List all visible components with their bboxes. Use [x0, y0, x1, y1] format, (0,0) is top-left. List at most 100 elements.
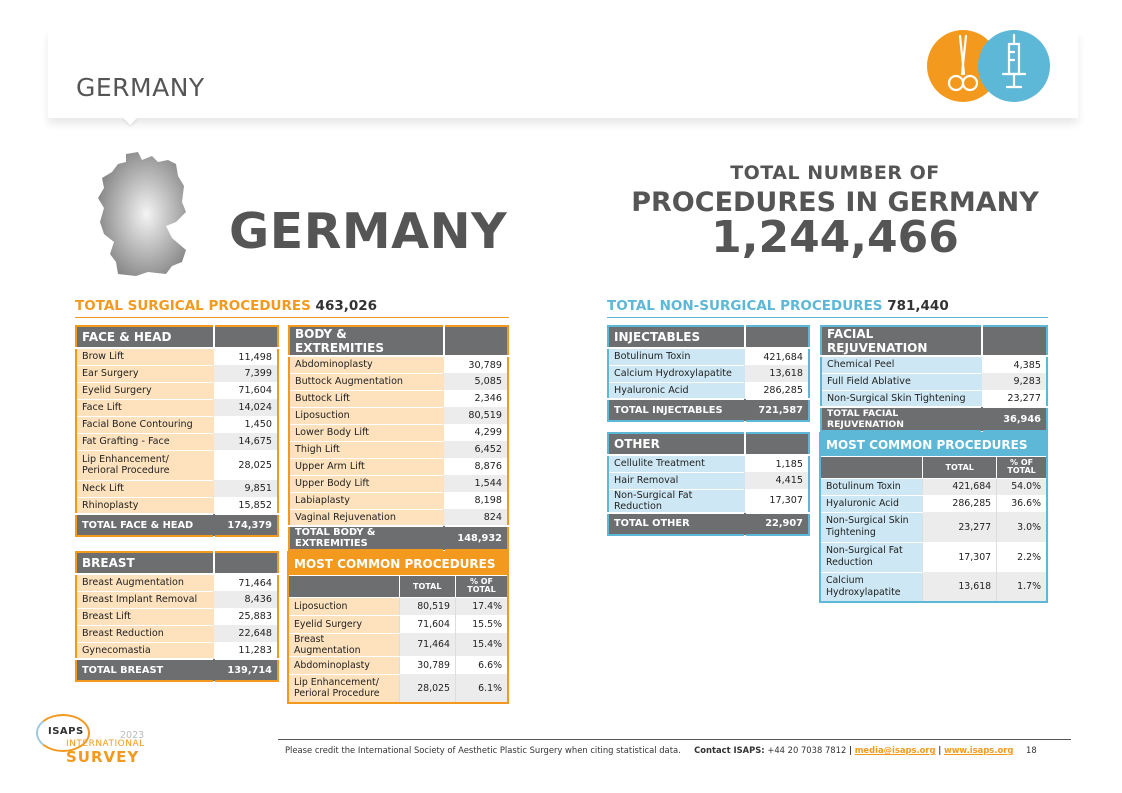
table-title: BREAST: [76, 552, 214, 575]
table-row-name: Gynecomastia: [76, 642, 214, 660]
table-title: BODY & EXTREMITIES: [289, 326, 444, 357]
totals-line-1: TOTAL NUMBER OF: [730, 162, 940, 184]
table-row-name: Abdominoplasty: [289, 356, 444, 374]
table-total-value: 148,932: [444, 525, 508, 550]
most-common-nonsurgical-table: MOST COMMON PROCEDURES TOTAL % OF TOTAL …: [819, 432, 1048, 603]
table-total-value: 721,587: [745, 398, 809, 421]
table-row-value: 71,604: [214, 382, 278, 399]
table-row-name: Hyaluronic Acid: [820, 495, 923, 513]
table-row-value: 25,883: [214, 608, 278, 625]
table-row-name: Buttock Lift: [289, 390, 444, 408]
table-row-pct: 6.6%: [455, 656, 508, 674]
table-row-name: Breast Augmentation: [76, 574, 214, 592]
footer-email-link[interactable]: media@isaps.org: [854, 745, 936, 755]
table-row-value: 28,025: [214, 450, 278, 480]
table-row-pct: 3.0%: [996, 512, 1047, 542]
table-row-name: Abdominoplasty: [288, 656, 399, 675]
nonsurgical-heading: TOTAL NON-SURGICAL PROCEDURES 781,440: [607, 298, 1048, 318]
other-table: OTHER Cellulite Treatment 1,185 Hair Remo…: [607, 432, 810, 536]
table-row-name: Breast Lift: [76, 608, 214, 626]
table-row-pct: 17.4%: [455, 597, 508, 615]
table-row-name: Rhinoplasty: [76, 497, 214, 515]
table-row-value: 9,851: [214, 480, 278, 497]
footer-site-link[interactable]: www.isaps.org: [943, 745, 1014, 755]
table-row-name: Brow Lift: [76, 348, 214, 366]
logo-international: INTERNATIONAL: [66, 739, 145, 749]
logo-circle-icon: [36, 714, 90, 752]
footer-contact-label: Contact ISAPS:: [694, 745, 765, 755]
table-row-name: Non-Surgical Skin Tightening: [820, 512, 923, 543]
table-title: FACIAL REJUVENATION: [821, 326, 983, 357]
table-row-value: 15,852: [214, 497, 278, 514]
table-row-name: Upper Arm Lift: [289, 458, 444, 476]
table-row-value: 23,277: [982, 390, 1047, 407]
logo-year: 2023: [120, 730, 145, 741]
table-row-value: 1,450: [214, 416, 278, 433]
table-row-value: 11,283: [214, 642, 278, 659]
surgical-heading-label: TOTAL SURGICAL PROCEDURES: [75, 298, 311, 314]
footer-divider: [278, 739, 1071, 740]
table-row-pct: 36.6%: [996, 495, 1047, 512]
table-row-name: Neck Lift: [76, 480, 214, 498]
table-total-label: TOTAL BODY & EXTREMITIES: [289, 525, 444, 551]
column-header-pct: % OF TOTAL: [455, 574, 509, 598]
table-row-value: 28,025: [398, 674, 456, 703]
table-row-name: Full Field Ablative: [821, 373, 983, 391]
table-row-value: 286,285: [745, 382, 809, 399]
logo-survey: SURVEY: [66, 748, 140, 766]
table-total-value: 174,379: [214, 513, 278, 536]
surgical-total: 463,026: [315, 298, 378, 314]
table-row-name: Cellulite Treatment: [608, 455, 746, 473]
table-row-name: Thigh Lift: [289, 441, 444, 459]
syringe-icon: [978, 30, 1050, 102]
table-row-name: Botulinum Toxin: [820, 478, 923, 496]
logo-isaps-text: ISAPS: [48, 726, 84, 737]
table-total-value: 36,946: [982, 406, 1047, 431]
table-row-name: Breast Augmentation: [288, 633, 399, 657]
table-row-name: Liposuction: [288, 597, 399, 616]
table-title: MOST COMMON PROCEDURES: [288, 552, 508, 575]
table-row-value: 6,452: [444, 441, 508, 458]
table-row-value: 14,024: [214, 399, 278, 416]
table-row-name: Calcium Hydroxylapatite: [820, 572, 923, 603]
table-row-value: 421,684: [922, 478, 997, 495]
table-row-pct: 6.1%: [455, 674, 508, 703]
table-row-name: Labiaplasty: [289, 492, 444, 510]
table-row-name: Breast Implant Removal: [76, 591, 214, 609]
surgical-heading: TOTAL SURGICAL PROCEDURES 463,026: [75, 298, 509, 318]
table-row-value: 22,648: [214, 625, 278, 642]
table-row-pct: 15.4%: [455, 633, 508, 656]
table-row-value: 71,604: [398, 615, 456, 633]
table-row-value: 4,385: [982, 356, 1047, 373]
germany-map-icon: [96, 150, 192, 278]
table-row-value: 4,415: [745, 472, 809, 489]
body-extremities-table: BODY & EXTREMITIES Abdominoplasty 30,789 …: [288, 325, 509, 551]
table-row-value: 5,085: [444, 373, 508, 390]
table-row-name: Upper Body Lift: [289, 475, 444, 493]
footer: Please credit the International Society …: [285, 745, 1037, 755]
table-row-name: Non-Surgical Fat Reduction: [608, 489, 746, 513]
table-row-name: Buttock Augmentation: [289, 373, 444, 391]
table-row-name: Fat Grafting - Face: [76, 433, 214, 451]
table-row-name: Ear Surgery: [76, 365, 214, 383]
table-row-value: 13,618: [922, 572, 997, 602]
breast-table: BREAST Breast Augmentation 71,464 Breast …: [75, 551, 279, 682]
table-row-value: 23,277: [922, 512, 997, 542]
table-row-name: Chemical Peel: [821, 356, 983, 374]
facial-rejuvenation-table: FACIAL REJUVENATION Chemical Peel 4,385 F…: [820, 325, 1048, 432]
table-row-pct: 2.2%: [996, 542, 1047, 572]
table-row-value: 1,185: [745, 455, 809, 472]
table-row-value: 17,307: [745, 489, 809, 513]
table-title: INJECTABLES: [608, 326, 746, 349]
table-row-name: Liposuction: [289, 407, 444, 425]
table-row-value: 30,789: [444, 356, 508, 373]
most-common-surgical-table: MOST COMMON PROCEDURES TOTAL % OF TOTAL …: [287, 551, 509, 704]
table-row-value: 4,299: [444, 424, 508, 441]
table-total-label: TOTAL FACIAL REJUVENATION: [821, 406, 983, 432]
table-row-value: 14,675: [214, 433, 278, 450]
table-row-value: 80,519: [444, 407, 508, 424]
table-row-value: 11,498: [214, 348, 278, 365]
table-total-label: TOTAL FACE & HEAD: [76, 513, 214, 537]
table-row-name: Non-Surgical Fat Reduction: [820, 542, 923, 573]
table-row-value: 824: [444, 509, 508, 526]
